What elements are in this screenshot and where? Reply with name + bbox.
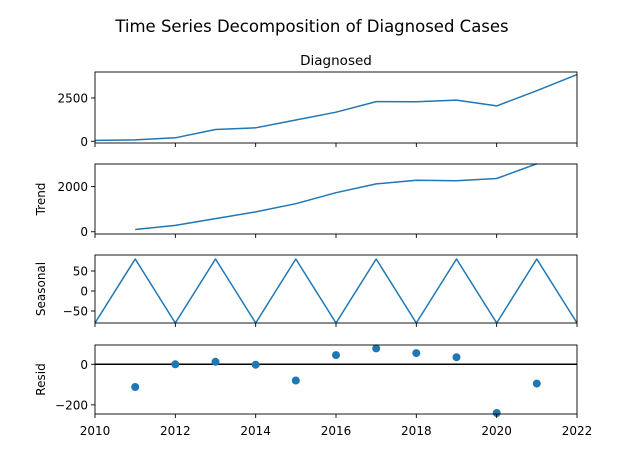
resid-point xyxy=(452,353,461,362)
resid-point xyxy=(171,360,180,369)
y-tick-label: 0 xyxy=(80,225,88,239)
series-line xyxy=(94,73,578,142)
subplot-panels: 0 2500 Diagnosed 0 2000 Trend −50 0 50 Seasonal −2… xyxy=(34,53,592,438)
y-tick-label: 50 xyxy=(73,265,88,279)
y-axis-label: Trend xyxy=(34,183,48,217)
resid-point xyxy=(372,344,381,353)
x-tick-label: 2018 xyxy=(401,424,432,438)
subplot-title: Diagnosed xyxy=(300,53,372,69)
subplot-2: 0 2000 Trend xyxy=(34,163,578,239)
resid-point xyxy=(291,376,300,385)
resid-point xyxy=(532,379,541,388)
y-axis-label: Seasonal xyxy=(34,262,48,316)
subplot-1: 0 2500 Diagnosed xyxy=(57,53,578,149)
x-tick-label: 2012 xyxy=(160,424,191,438)
series-line xyxy=(135,163,538,231)
resid-point xyxy=(251,360,260,369)
x-tick-label: 2014 xyxy=(240,424,271,438)
figure-title: Time Series Decomposition of Diagnosed C… xyxy=(114,17,508,36)
y-tick-label: −200 xyxy=(55,398,88,412)
x-tick-label: 2022 xyxy=(562,424,593,438)
resid-point xyxy=(211,357,220,366)
x-tick-label: 2010 xyxy=(80,424,111,438)
x-tick-label: 2020 xyxy=(481,424,512,438)
subplot-4: −200 0 Resid 2010 2012 2014 2016 2018 2020 2022 xyxy=(34,344,592,438)
y-tick-label: −50 xyxy=(63,305,88,319)
y-tick-label: 2000 xyxy=(57,180,88,194)
y-tick-label: 2500 xyxy=(57,91,88,105)
subplot-3: −50 0 50 Seasonal xyxy=(34,254,578,327)
resid-point xyxy=(492,409,501,417)
resid-point xyxy=(332,351,340,360)
resid-point xyxy=(131,383,140,391)
y-axis-label: Resid xyxy=(34,363,48,395)
y-tick-label: 0 xyxy=(80,285,88,299)
y-tick-label: 0 xyxy=(80,135,88,149)
x-tick-label: 2016 xyxy=(321,424,352,438)
resid-point xyxy=(412,349,421,358)
y-tick-label: 0 xyxy=(80,358,88,372)
